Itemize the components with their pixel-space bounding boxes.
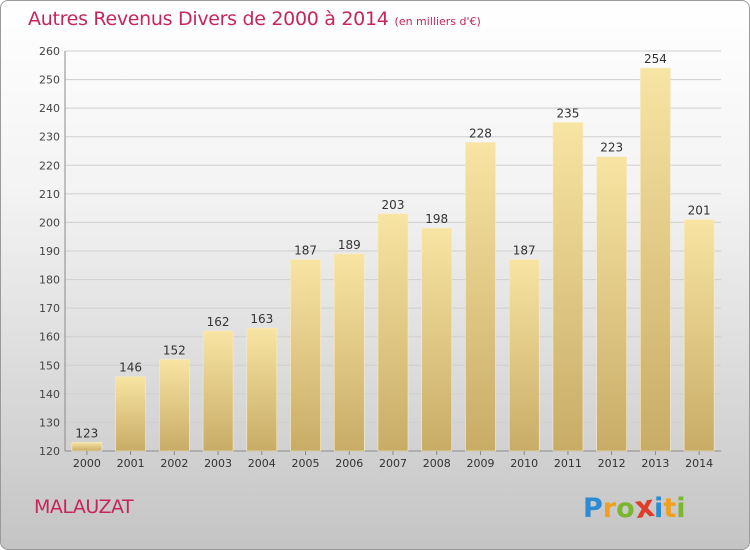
logo-letter: x	[632, 488, 657, 527]
y-tick-label: 230	[39, 131, 60, 144]
y-tick-label: 140	[39, 388, 60, 401]
bar-2004	[246, 327, 278, 452]
data-label: 235	[556, 106, 579, 120]
x-tick-label: 2001	[117, 457, 145, 470]
x-tick-label: 2008	[423, 457, 451, 470]
x-tick-label: 2013	[641, 457, 669, 470]
y-tick-label: 210	[39, 188, 60, 201]
logo-letter: i	[676, 493, 686, 524]
y-tick-label: 130	[39, 416, 60, 429]
data-label: 123	[75, 426, 98, 440]
x-tick-label: 2012	[598, 457, 626, 470]
x-tick-label: 2010	[510, 457, 538, 470]
y-tick-label: 240	[39, 102, 60, 115]
chart-title-text: Autres Revenus Divers de 2000 à 2014	[28, 8, 389, 30]
data-label: 223	[600, 141, 623, 155]
y-tick-label: 120	[39, 445, 60, 458]
data-label: 254	[644, 52, 667, 66]
proxiti-logo: Proxiti	[583, 488, 686, 527]
data-label: 146	[119, 361, 142, 375]
x-tick-label: 2004	[248, 457, 276, 470]
x-tick-label: 2005	[292, 457, 320, 470]
bar-2005	[290, 259, 321, 452]
logo-letter: i	[654, 493, 664, 524]
y-tick-label: 160	[39, 331, 60, 344]
logo-letter: t	[663, 493, 677, 524]
x-tick-label: 2007	[379, 457, 407, 470]
bar-2010	[508, 259, 540, 452]
bar-2009	[465, 142, 496, 452]
bar-2000	[71, 442, 103, 452]
y-tick-label: 190	[39, 245, 60, 258]
data-label: 228	[469, 126, 492, 140]
y-tick-label: 180	[39, 274, 60, 287]
bar-2007	[377, 213, 409, 452]
commune-name: MALAUZAT	[34, 496, 134, 518]
x-tick-label: 2000	[73, 457, 101, 470]
data-label: 203	[382, 198, 405, 212]
bar-2012	[596, 156, 627, 452]
x-tick-label: 2006	[335, 457, 363, 470]
chart-subtitle: (en milliers d'€)	[394, 15, 481, 28]
bar-2014	[683, 219, 715, 452]
data-label: 189	[338, 238, 361, 252]
data-label: 187	[513, 244, 536, 258]
y-tick-label: 220	[39, 159, 60, 172]
data-label: 163	[250, 312, 273, 326]
x-tick-label: 2011	[554, 457, 582, 470]
bar-2001	[115, 376, 146, 452]
data-label: 198	[425, 212, 448, 226]
y-tick-label: 200	[39, 216, 60, 229]
x-tick-label: 2014	[685, 457, 713, 470]
logo-letter: P	[583, 493, 603, 524]
bar-2011	[552, 122, 584, 452]
bar-2006	[333, 253, 365, 452]
logo-letter: r	[602, 493, 617, 524]
bar-2013	[640, 67, 671, 452]
x-tick-label: 2002	[160, 457, 188, 470]
data-label: 152	[163, 344, 186, 358]
bar-2003	[202, 330, 234, 452]
data-label: 187	[294, 244, 317, 258]
data-label: 162	[207, 315, 230, 329]
bar-2002	[159, 359, 190, 452]
logo-letter: o	[616, 493, 635, 524]
chart-title: Autres Revenus Divers de 2000 à 2014 (en …	[28, 8, 481, 30]
y-tick-label: 170	[39, 302, 60, 315]
y-tick-label: 250	[39, 74, 60, 87]
x-tick-label: 2009	[466, 457, 494, 470]
y-tick-label: 150	[39, 359, 60, 372]
y-tick-label: 260	[39, 45, 60, 58]
bar-2008	[421, 227, 453, 452]
data-label: 201	[688, 204, 711, 218]
x-tick-label: 2003	[204, 457, 232, 470]
